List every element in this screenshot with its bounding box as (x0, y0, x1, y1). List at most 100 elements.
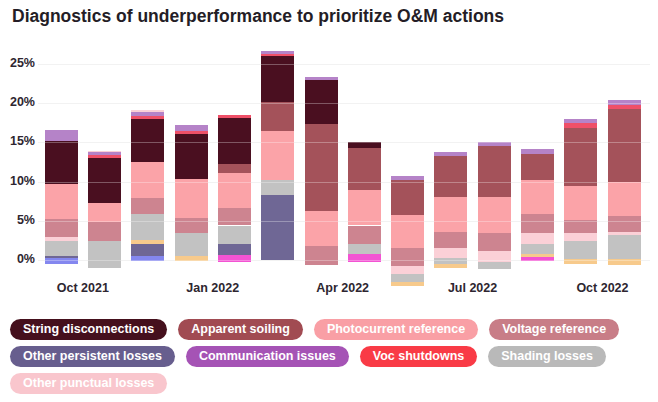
y-axis-tick-label: 5% (0, 213, 35, 227)
bar-segment-gray-sep-2021 (45, 241, 78, 256)
bar-segment-brick-apr-2022 (348, 148, 381, 190)
bar-segment-rose-jan-2022 (218, 208, 251, 225)
gridline-overlay-10% (38, 182, 650, 183)
legend-chip-shading-losses[interactable]: Shading losses (488, 346, 606, 367)
bar-segment-salmon-oct-2022 (608, 182, 641, 216)
bar-segment-gray-dec-2021 (175, 233, 208, 256)
y-axis-tick-label: 15% (0, 134, 35, 148)
bar-segment-orange-aug-2022 (521, 254, 554, 257)
bar-segment-salmon-nov-2021 (131, 162, 164, 198)
bar-segment-salmon-mar-2022 (305, 211, 338, 246)
gridline-overlay-20% (38, 103, 650, 104)
bar-segment-maroon-oct-2021 (88, 158, 121, 203)
bar-segment-salmon-dec-2021 (175, 179, 208, 217)
bar-segment-orange-nov-2021 (131, 240, 164, 244)
bar-segment-gray-apr-2022 (348, 244, 381, 255)
x-axis-tick-label: Jan 2022 (168, 281, 258, 295)
bar-segment-salmon-feb-2022 (261, 131, 294, 180)
bar-segment-maroon-dec-2021 (175, 134, 208, 179)
bar-segment-orchid-sep-2021 (45, 130, 78, 141)
bar-segment-voc-dec-2021 (175, 131, 208, 134)
bar-segment-gray-nov-2021 (131, 214, 164, 241)
x-axis-tick-label: Apr 2022 (298, 281, 388, 295)
bar-segment-gray-jul-2022 (478, 262, 511, 268)
legend-row-3: Other punctual losses (10, 373, 658, 394)
bar-segment-slate-sep-2021 (45, 256, 78, 258)
bar-segment-salmon-jul-2022 (478, 197, 511, 232)
bar-segment-brick-sep-2022 (564, 128, 597, 185)
legend-row-2: Other persistent losses Communication iss… (10, 346, 658, 367)
legend-chip-other-punctual-losses[interactable]: Other punctual losses (10, 373, 167, 394)
bar-segment-rose-aug-2022 (521, 214, 554, 233)
bar-segment-rose-jul-2022 (478, 233, 511, 252)
bar-segment-lightpink-jun-2022 (434, 248, 467, 258)
bar-segment-voc-sep-2022 (564, 123, 597, 128)
bar-segment-voc-jan-2022 (218, 115, 251, 118)
bar-segment-maroon-sep-2021 (45, 141, 78, 185)
bar-segment-orchid-may-2022 (391, 176, 424, 180)
x-axis-tick-label: Oct 2022 (557, 281, 647, 295)
bar-segment-orchid-nov-2021 (131, 112, 164, 116)
gridline-overlay-5% (38, 221, 650, 222)
bar-segment-salmon-sep-2022 (564, 186, 597, 220)
bar-segment-orchid-aug-2022 (521, 149, 554, 154)
legend: String disconnections Apparent soiling Pho… (10, 319, 658, 400)
bar-segment-rose-apr-2022 (348, 226, 381, 244)
bar-segment-slate-feb-2022 (261, 195, 294, 260)
bar-segment-slate-nov-2021 (131, 244, 164, 256)
bar-segment-maroon-jan-2022 (218, 118, 251, 163)
legend-chip-other-persistent-losses[interactable]: Other persistent losses (10, 346, 175, 367)
legend-chip-apparent-soiling[interactable]: Apparent soiling (178, 319, 303, 340)
bar-segment-gray-sep-2022 (564, 241, 597, 259)
bar-segment-salmon-oct-2021 (88, 203, 121, 223)
bar-segment-orchid-mar-2022 (305, 77, 338, 80)
legend-chip-communication-issues[interactable]: Communication issues (186, 346, 349, 367)
bar-segment-orchid-feb-2022 (261, 51, 294, 53)
gridline-overlay-15% (38, 142, 650, 143)
bar-segment-gray-oct-2021 (88, 241, 121, 268)
bar-segment-orchid-jun-2022 (434, 152, 467, 156)
bar-segment-lightpink-aug-2022 (521, 233, 554, 244)
bar-segment-rose-sep-2022 (564, 220, 597, 233)
bar-segment-rose-nov-2021 (131, 198, 164, 214)
y-axis-tick-label: 0% (0, 252, 35, 266)
bar-segment-rose-oct-2022 (608, 216, 641, 232)
plot-area: 0%5%10%15%20%25%Oct 2021Jan 2022Apr 2022… (0, 0, 658, 310)
bar-segment-lightpink-nov-2021 (131, 110, 164, 112)
bar-segment-brick-may-2022 (391, 180, 424, 214)
bar-segment-rose-mar-2022 (305, 246, 338, 266)
bar-segment-voc-oct-2022 (608, 105, 641, 110)
chart-figure: Diagnostics of underperformance to prior… (0, 0, 658, 402)
gridline-overlay-0% (38, 260, 650, 261)
bar-segment-brick-feb-2022 (261, 102, 294, 131)
bar-segment-brick-mar-2022 (305, 124, 338, 210)
bar-segment-gray-oct-2022 (608, 235, 641, 259)
legend-chip-voltage-reference[interactable]: Voltage reference (489, 319, 619, 340)
bar-segment-salmon-sep-2021 (45, 184, 78, 218)
legend-row-1: String disconnections Apparent soiling Pho… (10, 319, 658, 340)
bar-segment-gray-jan-2022 (218, 226, 251, 244)
x-axis-tick-label: Oct 2021 (38, 281, 128, 295)
bar-segment-slate-jan-2022 (218, 244, 251, 255)
bar-segment-brick-oct-2022 (608, 109, 641, 181)
bar-segment-voc-oct-2021 (88, 155, 121, 158)
legend-chip-string-disconnections[interactable]: String disconnections (10, 319, 167, 340)
bar-segment-orchid-sep-2022 (564, 119, 597, 123)
bar-segment-brick-aug-2022 (521, 154, 554, 180)
legend-chip-photocurrent-reference[interactable]: Photocurrent reference (314, 319, 478, 340)
y-axis-tick-label: 25% (0, 56, 35, 70)
bar-segment-salmon-jan-2022 (218, 173, 251, 208)
bar-segment-lightpink-oct-2021 (88, 151, 121, 153)
bar-segment-brick-jul-2022 (478, 146, 511, 198)
bar-segment-orange-jun-2022 (434, 264, 467, 268)
y-axis-tick-label: 20% (0, 95, 35, 109)
gridline-overlay-25% (38, 64, 650, 65)
bar-segment-voc-feb-2022 (261, 54, 294, 56)
bar-segment-orchid-oct-2021 (88, 152, 121, 155)
bar-segment-orange-may-2022 (391, 282, 424, 286)
bar-segment-maroon-mar-2022 (305, 80, 338, 125)
bar-segment-orchid-dec-2021 (175, 125, 208, 130)
bar-segment-rose-may-2022 (391, 248, 424, 266)
legend-chip-voc-shutdowns[interactable]: Voc shutdowns (360, 346, 477, 367)
bar-segment-rose-oct-2021 (88, 222, 121, 241)
